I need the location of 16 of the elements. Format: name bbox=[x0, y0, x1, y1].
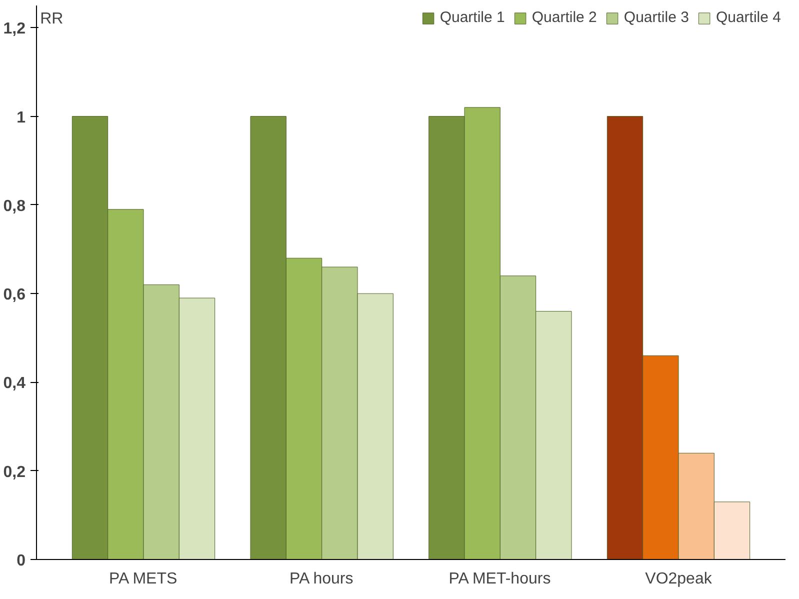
x-tick-label: PA METS bbox=[108, 570, 178, 588]
y-tick-label: 1 bbox=[16, 109, 26, 126]
legend-label: Quartile 2 bbox=[532, 9, 597, 26]
x-tick-label: PA MET-hours bbox=[448, 570, 551, 588]
y-tick-label: 0,8 bbox=[3, 198, 26, 215]
legend-label: Quartile 3 bbox=[624, 9, 689, 26]
y-tick-label: 1,2 bbox=[3, 20, 26, 38]
legend-label: Quartile 4 bbox=[716, 9, 781, 26]
legend-label: Quartile 1 bbox=[440, 9, 505, 26]
y-tick-label: 0,6 bbox=[3, 286, 26, 304]
x-tick-label: PA hours bbox=[290, 570, 354, 588]
y-tick-label: 0,4 bbox=[3, 375, 26, 392]
x-tick-label: VO2peak bbox=[645, 570, 713, 588]
y-tick-label: 0,2 bbox=[3, 464, 26, 481]
y-tick-label: 0 bbox=[16, 552, 26, 570]
y-axis-title: RR bbox=[40, 10, 64, 28]
